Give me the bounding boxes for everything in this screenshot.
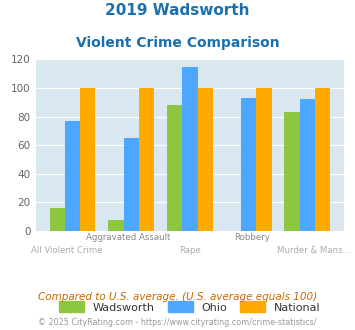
Bar bbox=[182, 67, 198, 231]
Bar bbox=[80, 88, 95, 231]
Text: © 2025 CityRating.com - https://www.cityrating.com/crime-statistics/: © 2025 CityRating.com - https://www.city… bbox=[38, 318, 317, 327]
Text: Aggravated Assault: Aggravated Assault bbox=[86, 233, 170, 242]
Bar bbox=[241, 98, 256, 231]
Text: Compared to U.S. average. (U.S. average equals 100): Compared to U.S. average. (U.S. average … bbox=[38, 292, 317, 302]
Text: Rape: Rape bbox=[179, 246, 201, 255]
Text: Robbery: Robbery bbox=[234, 233, 270, 242]
Bar bbox=[284, 112, 300, 231]
Bar bbox=[65, 121, 80, 231]
Bar bbox=[50, 208, 65, 231]
Text: All Violent Crime: All Violent Crime bbox=[31, 246, 102, 255]
Text: Violent Crime Comparison: Violent Crime Comparison bbox=[76, 36, 279, 50]
Legend: Wadsworth, Ohio, National: Wadsworth, Ohio, National bbox=[55, 297, 325, 317]
Bar bbox=[198, 88, 213, 231]
Bar bbox=[124, 138, 139, 231]
Bar bbox=[139, 88, 154, 231]
Bar bbox=[167, 105, 182, 231]
Bar bbox=[300, 99, 315, 231]
Bar bbox=[108, 219, 124, 231]
Text: 2019 Wadsworth: 2019 Wadsworth bbox=[105, 3, 250, 18]
Text: Murder & Mans...: Murder & Mans... bbox=[277, 246, 350, 255]
Bar bbox=[315, 88, 330, 231]
Bar bbox=[256, 88, 272, 231]
